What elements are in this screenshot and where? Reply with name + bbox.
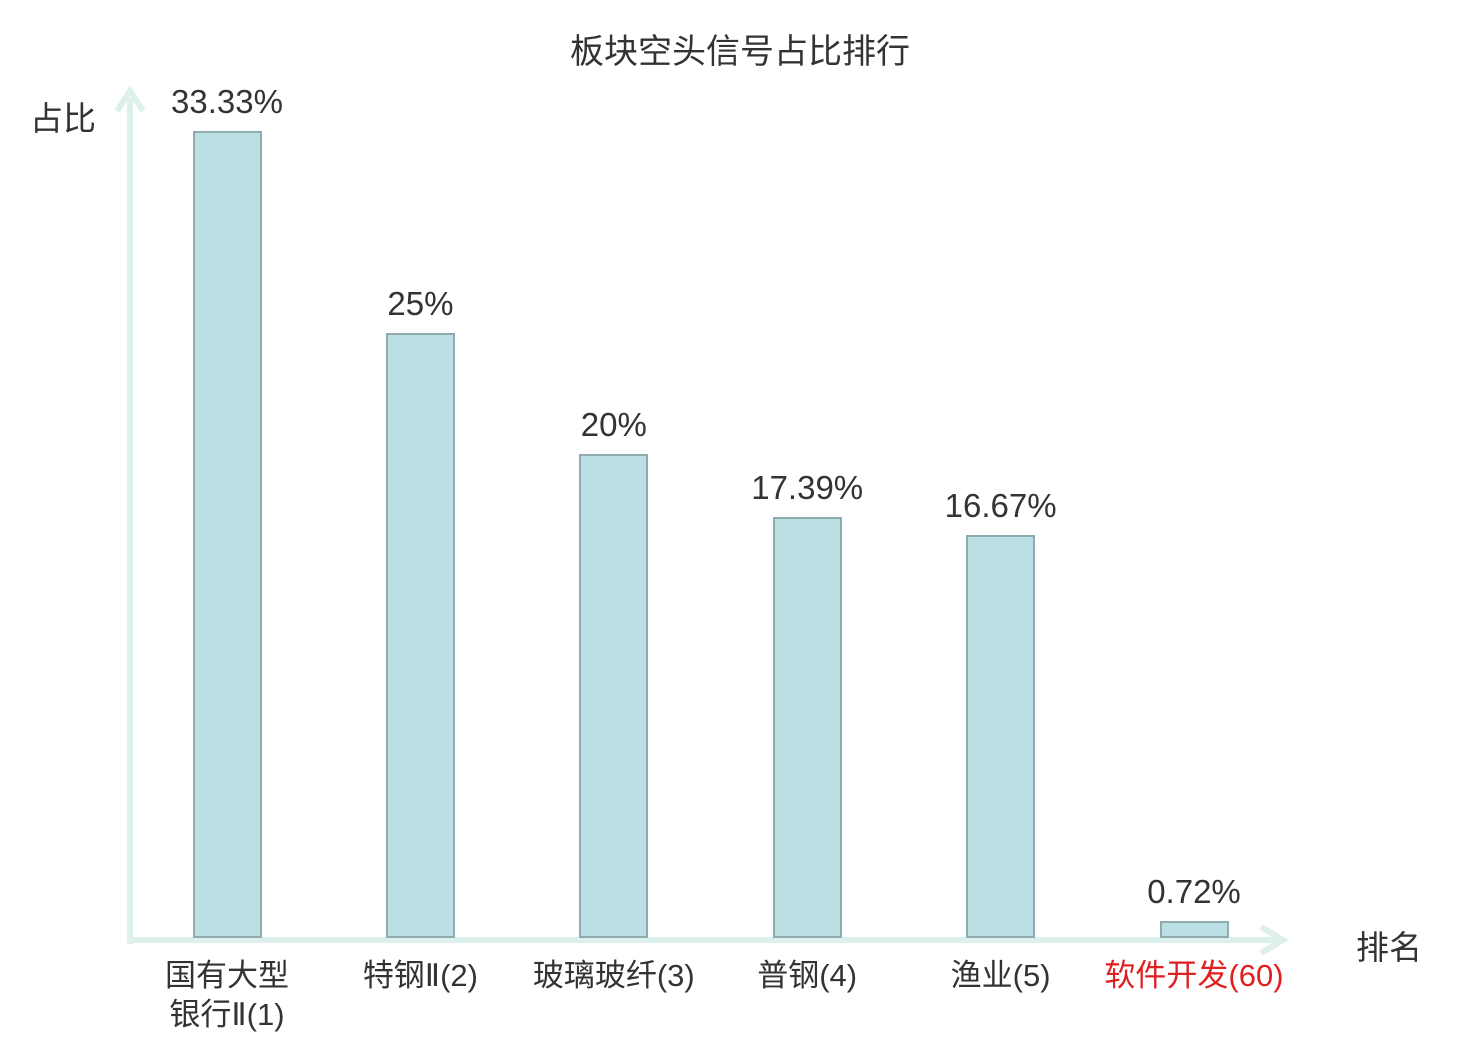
bar[interactable] <box>966 535 1036 938</box>
category-label: 渔业(5) <box>950 958 1051 993</box>
bar[interactable] <box>385 333 455 938</box>
bar-value-label: 20% <box>580 406 647 443</box>
x-axis-label: 排名 <box>1356 929 1422 966</box>
bar[interactable] <box>1159 921 1229 938</box>
category-label: 国有大型 银行Ⅱ(1) <box>165 958 289 1032</box>
category-label: 特钢Ⅱ(2) <box>362 958 478 993</box>
bar-value-label: 16.67% <box>944 487 1057 524</box>
y-axis-arrow-icon <box>114 85 146 113</box>
category-label: 普钢(4) <box>757 958 858 993</box>
category-label: 软件开发(60) <box>1104 958 1284 993</box>
bar-value-label: 17.39% <box>751 469 864 506</box>
bar-value-label: 25% <box>387 285 454 322</box>
bar[interactable] <box>192 131 262 938</box>
chart-title: 板块空头信号占比排行 <box>570 33 910 71</box>
bar[interactable] <box>772 517 842 938</box>
category-label: 玻璃玻纤(3) <box>532 958 695 993</box>
bar[interactable] <box>579 454 649 938</box>
bar-value-label: 0.72% <box>1147 873 1241 910</box>
x-axis-arrow-icon <box>1259 924 1289 956</box>
y-axis-label: 占比 <box>30 100 96 137</box>
bar-value-label: 33.33% <box>171 83 283 120</box>
